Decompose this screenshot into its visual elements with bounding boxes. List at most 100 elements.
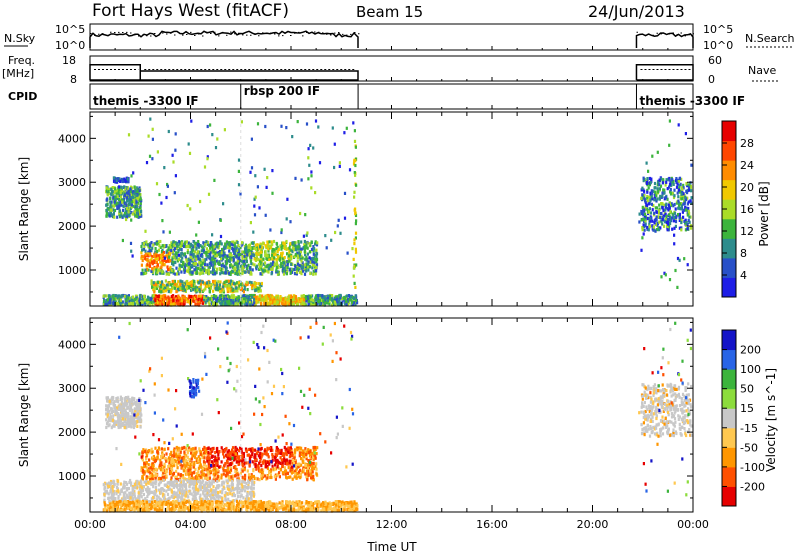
power-cell xyxy=(155,260,158,265)
power-cell xyxy=(651,197,654,201)
velocity-cell xyxy=(266,460,269,464)
power-cell xyxy=(260,245,263,249)
power-cell xyxy=(669,192,673,196)
velocity-cell xyxy=(217,457,220,461)
power-cell xyxy=(214,271,217,275)
power-cell xyxy=(216,137,219,141)
power-cell xyxy=(157,268,160,272)
velocity-cell xyxy=(194,478,198,482)
power-cell xyxy=(354,294,357,298)
power-cell xyxy=(321,303,324,307)
power-cell xyxy=(191,271,194,275)
power-cell xyxy=(281,264,284,268)
power-cell xyxy=(219,234,223,239)
power-cell xyxy=(179,281,182,285)
power-cell xyxy=(192,261,195,265)
power-cell xyxy=(271,257,274,261)
power-cell xyxy=(642,223,645,227)
power-cell xyxy=(183,295,186,299)
power-cell xyxy=(235,271,238,275)
power-cell xyxy=(342,296,345,300)
power-cell xyxy=(641,228,644,232)
power-cell xyxy=(280,252,283,256)
power-cell xyxy=(240,241,244,245)
power-cell xyxy=(112,301,115,305)
power-cell xyxy=(656,183,659,187)
power-cell xyxy=(162,262,165,266)
power-cell xyxy=(258,267,261,271)
velocity-cell xyxy=(262,468,265,472)
velocity-cell xyxy=(294,474,297,478)
power-cell xyxy=(233,251,236,255)
frequency-right-label: Nave xyxy=(748,64,776,77)
power-cell xyxy=(283,244,286,248)
power-cell xyxy=(147,301,151,305)
power-cell xyxy=(249,170,252,174)
power-cell xyxy=(684,218,687,222)
power-cell xyxy=(148,264,152,268)
power-cell xyxy=(180,270,183,274)
power-cell xyxy=(287,296,290,300)
power-cell xyxy=(237,302,240,306)
power-cell xyxy=(125,294,128,298)
velocity-cell xyxy=(127,395,130,399)
power-cell xyxy=(131,190,134,194)
power-cell xyxy=(103,302,106,306)
power-cell xyxy=(256,122,260,126)
power-cell xyxy=(249,282,252,286)
power-cell xyxy=(190,280,193,284)
power-cell xyxy=(111,186,114,190)
power-cell xyxy=(132,198,135,202)
power-cell xyxy=(685,208,688,212)
power-cell xyxy=(245,248,248,252)
velocity-cell xyxy=(197,473,200,477)
power-cell xyxy=(134,213,137,217)
power-cell xyxy=(197,257,200,261)
velocity-cell xyxy=(109,415,112,419)
power-cell xyxy=(243,296,246,301)
velocity-cell xyxy=(154,446,157,450)
power-cell xyxy=(132,204,135,208)
power-cell xyxy=(212,268,215,272)
velocity-cell xyxy=(177,477,180,482)
velocity-cell xyxy=(123,426,126,430)
power-cell xyxy=(292,302,296,306)
frequency-traces xyxy=(89,64,694,81)
power-cell xyxy=(243,262,246,266)
power-cell xyxy=(155,272,158,276)
power-cell xyxy=(666,217,669,222)
power-cell xyxy=(353,296,356,300)
power-cell xyxy=(169,265,172,270)
power-cell xyxy=(646,197,649,201)
power-cell xyxy=(267,253,270,257)
power-cell xyxy=(325,246,328,250)
velocity-cell xyxy=(159,458,162,462)
power-cell xyxy=(117,206,120,210)
power-cell xyxy=(315,263,319,267)
power-cell xyxy=(136,214,139,219)
power-colorbar-swatch-1 xyxy=(722,257,736,278)
power-cell xyxy=(665,214,668,219)
power-cell xyxy=(166,259,170,263)
power-cell xyxy=(141,258,144,263)
power-cell xyxy=(127,133,131,137)
power-cell xyxy=(199,263,202,267)
velocity-cell xyxy=(188,475,191,479)
power-cell xyxy=(203,295,206,299)
power-cell xyxy=(668,178,671,182)
power-cell xyxy=(176,301,179,305)
power-cell xyxy=(352,274,355,278)
power-cell xyxy=(156,280,159,284)
power-cell xyxy=(123,185,126,189)
velocity-cell xyxy=(179,474,182,478)
power-cell xyxy=(646,177,649,181)
velocity-cell xyxy=(214,455,217,459)
velocity-cell xyxy=(266,466,269,471)
power-cell xyxy=(665,220,668,224)
power-cell xyxy=(159,287,162,291)
power-cell xyxy=(200,298,203,302)
power-cell xyxy=(246,266,249,270)
frequency-left-unit: [MHz] xyxy=(2,67,34,80)
power-cell xyxy=(237,169,240,173)
power-cell xyxy=(293,254,296,259)
